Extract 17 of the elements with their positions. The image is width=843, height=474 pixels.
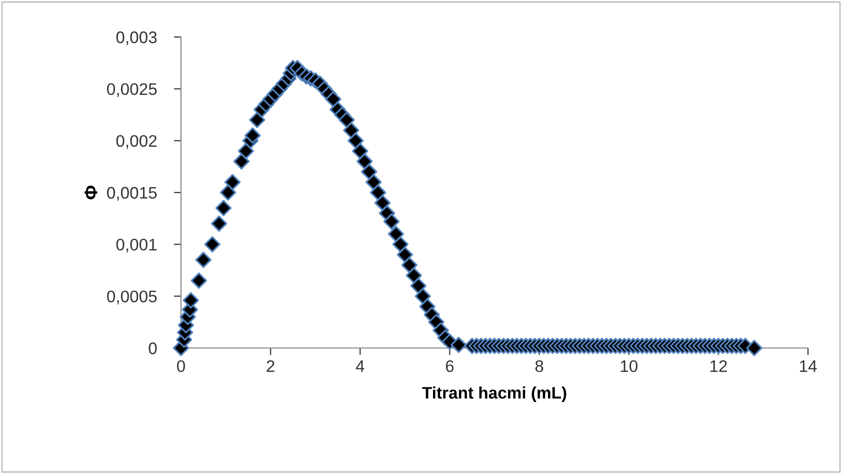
x-tick-label: 4 bbox=[356, 360, 364, 372]
x-tick-label: 2 bbox=[266, 360, 274, 372]
x-tick-label: 6 bbox=[446, 360, 454, 372]
x-tick-label: 12 bbox=[710, 360, 727, 372]
y-tick-label: 0,001 bbox=[116, 238, 157, 253]
x-tick-label: 0 bbox=[177, 360, 185, 372]
y-tick-label: 0,0025 bbox=[107, 83, 157, 98]
x-axis-title: Titrant hacmi (mL) bbox=[422, 386, 566, 402]
y-tick-label: 0,002 bbox=[116, 135, 157, 149]
x-tick-label: 8 bbox=[535, 360, 544, 372]
y-axis-title: Φ bbox=[84, 186, 98, 200]
x-tick-label: 14 bbox=[800, 360, 817, 372]
x-tick-label: 10 bbox=[620, 360, 638, 372]
y-tick-label: 0,0005 bbox=[107, 290, 157, 304]
y-tick-label: 0 bbox=[148, 342, 157, 354]
y-tick-label: 0,0015 bbox=[107, 186, 157, 201]
y-tick-label: 0,003 bbox=[116, 31, 157, 46]
